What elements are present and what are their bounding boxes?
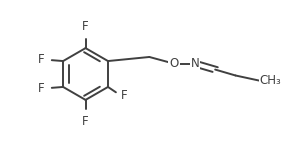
Text: F: F — [38, 82, 44, 95]
Text: CH₃: CH₃ — [260, 74, 281, 87]
Text: F: F — [38, 53, 44, 66]
Text: F: F — [121, 89, 128, 102]
Text: F: F — [82, 20, 89, 33]
Text: N: N — [191, 57, 199, 70]
Text: F: F — [82, 115, 89, 128]
Text: O: O — [169, 57, 179, 70]
